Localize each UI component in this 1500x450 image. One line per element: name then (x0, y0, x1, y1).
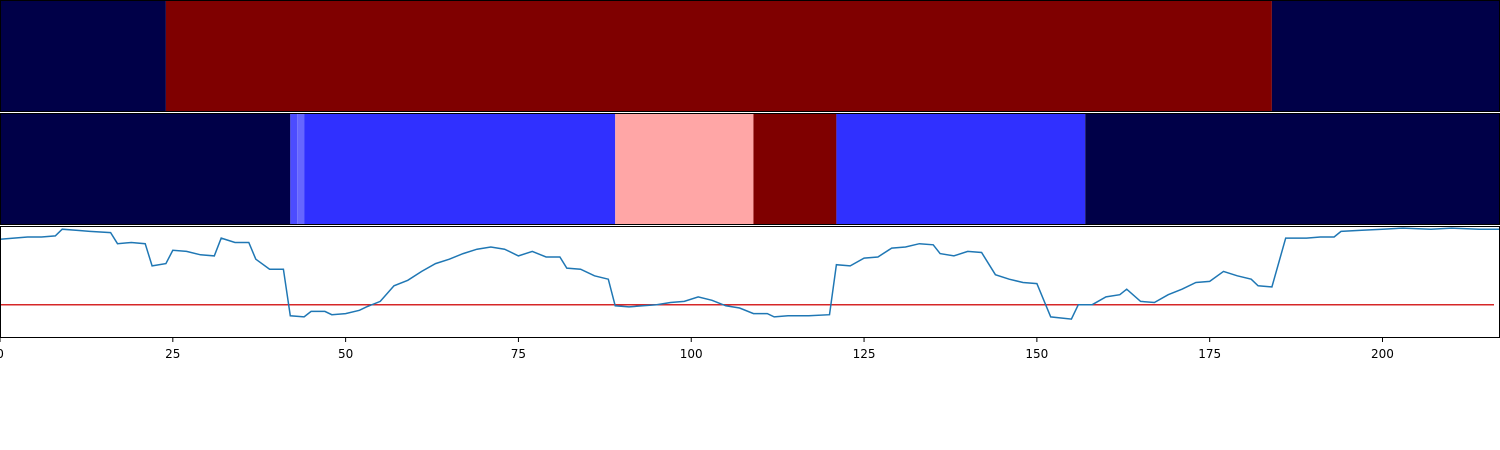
plot-frame (0, 226, 1500, 338)
top-bar-segment-1 (0, 0, 166, 112)
x-tick-label-100: 100 (680, 347, 703, 361)
middle-bar-segment-8 (1085, 113, 1500, 225)
top-bar-segment-3 (1271, 0, 1500, 112)
middle-bar-segment-2 (290, 113, 298, 225)
x-tick-label-25: 25 (165, 347, 180, 361)
x-tick-label-75: 75 (511, 347, 526, 361)
middle-bar-segment-5 (615, 113, 754, 225)
middle-color-bar (0, 113, 1500, 225)
middle-bar-segment-3 (297, 113, 305, 225)
x-tick-label-200: 200 (1371, 347, 1394, 361)
middle-bar-segment-1 (0, 113, 291, 225)
middle-bar-segments (0, 113, 1500, 225)
top-bar-segment-2 (165, 0, 1272, 112)
top-bar-segments (0, 0, 1500, 112)
x-tick-label-0: 0 (0, 347, 4, 361)
x-tick-label-175: 175 (1198, 347, 1221, 361)
line-plot: 0 25 50 75 100 125 150 175 200 (0, 226, 1500, 361)
x-axis: 0 25 50 75 100 125 150 175 200 (0, 338, 1394, 361)
x-tick-label-125: 125 (853, 347, 876, 361)
middle-bar-segment-4 (304, 113, 616, 225)
middle-bar-segment-6 (753, 113, 837, 225)
top-color-bar (0, 0, 1500, 112)
middle-bar-segment-7 (836, 113, 1086, 225)
x-tick-label-150: 150 (1025, 347, 1048, 361)
x-tick-label-50: 50 (338, 347, 353, 361)
series-line (0, 227, 1500, 320)
